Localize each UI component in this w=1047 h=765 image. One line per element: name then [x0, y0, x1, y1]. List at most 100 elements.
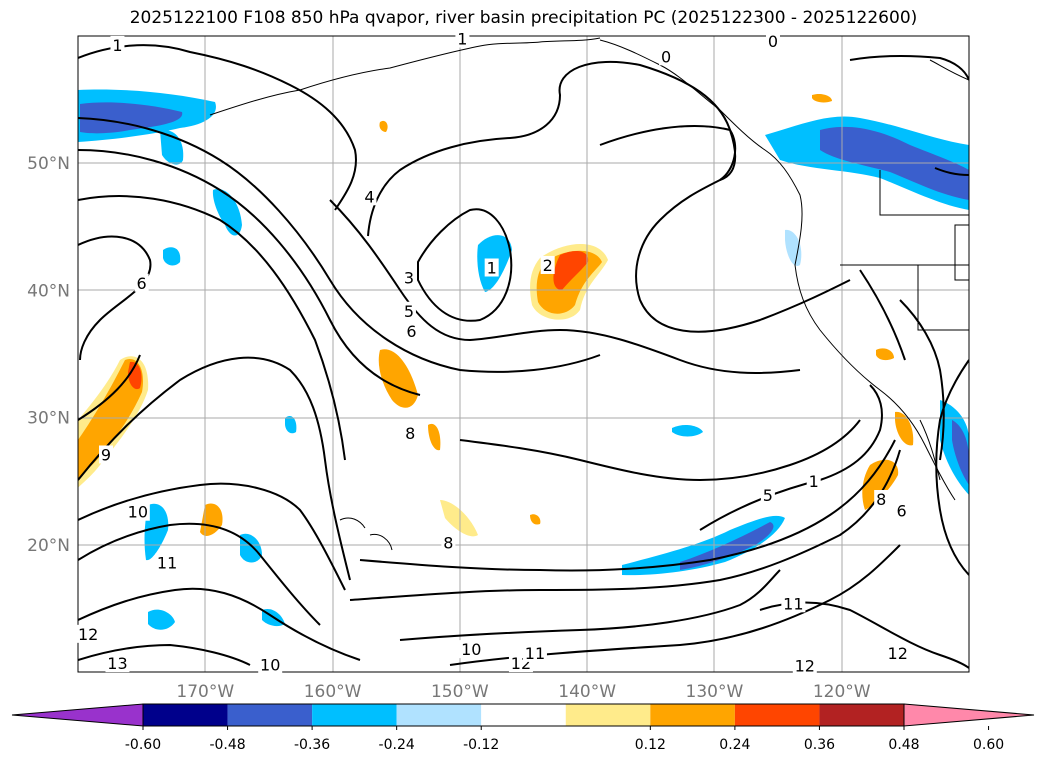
colorbar-tick-label: 0.12	[635, 737, 666, 753]
colorbar-swatch	[819, 704, 904, 726]
shade-region	[440, 500, 478, 537]
colorbar-extend-low	[11, 703, 144, 727]
colorbar-tick-label: 0.48	[888, 737, 919, 753]
shade-region	[78, 359, 144, 480]
colorbar-tick-label: 0.60	[973, 737, 1004, 753]
contour-label: 5	[404, 302, 414, 321]
contour-label-bg	[403, 423, 418, 442]
latitude-labels: 20°N 30°N 40°N 50°N	[27, 154, 70, 556]
contour-label: 11	[525, 644, 545, 663]
lon-tick-label: 120°W	[813, 682, 871, 702]
shade-region	[80, 102, 183, 134]
shade-region	[144, 503, 169, 561]
contour-label-bg	[760, 486, 775, 505]
contour-label: 6	[896, 501, 906, 520]
contour-label: 13	[107, 654, 127, 673]
shade-region	[212, 189, 242, 236]
contour-label: 6	[137, 274, 147, 293]
lon-tick-label: 130°W	[686, 682, 744, 702]
contour-label-bg	[459, 640, 484, 659]
colorbar-tick-label: -0.36	[294, 737, 330, 753]
contour-label: 10	[128, 503, 148, 522]
shade-region	[876, 348, 894, 361]
contour-label-bg	[441, 533, 456, 552]
contour-label-bg	[401, 301, 416, 320]
contour-label-bg	[806, 472, 821, 491]
contour-label: 12	[78, 625, 98, 644]
contour-label: 9	[101, 445, 111, 464]
contour-label-bg	[404, 322, 419, 341]
shade-region	[285, 415, 297, 434]
contour-label: 6	[406, 322, 416, 341]
shade-region	[785, 229, 802, 266]
shading-layer	[78, 89, 969, 630]
contour-label-bg	[155, 553, 180, 572]
map-title: 2025122100 F108 850 hPa qvapor, river ba…	[129, 8, 918, 28]
contour-label-bg	[792, 656, 817, 675]
shade-region	[530, 514, 541, 525]
lat-tick-label: 40°N	[27, 281, 70, 301]
contour-label: 2	[543, 256, 553, 275]
contour-label-bg	[401, 268, 416, 287]
colorbar-swatch	[396, 704, 482, 726]
shade-region	[862, 459, 899, 510]
contour-label: 1	[487, 259, 497, 278]
contour-label: 1	[112, 36, 122, 55]
contour-label-bg	[522, 643, 547, 662]
shade-region	[895, 411, 914, 446]
lon-tick-label: 150°W	[431, 682, 489, 702]
colorbar-tick-label: 0.36	[804, 737, 835, 753]
colorbar-swatch	[227, 704, 313, 726]
colorbar-tick-label: -0.60	[125, 737, 161, 753]
shade-region	[428, 423, 441, 451]
contour-label: 5	[763, 486, 773, 505]
shade-region	[148, 609, 175, 630]
contour-label: 12	[795, 657, 815, 676]
shade-region	[163, 247, 181, 266]
contour-label-bg	[765, 32, 780, 51]
shade-region	[378, 349, 418, 408]
contour-label-bg	[874, 490, 889, 509]
contour-label-bg	[540, 255, 555, 274]
contour-label-bg	[105, 654, 130, 673]
contour-label: 1	[809, 472, 819, 491]
contour-label: 3	[404, 269, 414, 288]
contour-label: 1	[457, 30, 467, 49]
colorbar-frame	[142, 703, 905, 727]
contour-label-bg	[258, 655, 283, 674]
contour-label-bg	[894, 501, 909, 520]
colorbar-tick-label: -0.24	[379, 737, 415, 753]
colorbar-swatch	[143, 704, 228, 726]
lat-tick-label: 30°N	[27, 409, 70, 429]
contour-label-bg	[125, 502, 150, 521]
colorbar-swatch	[312, 704, 397, 726]
shade-region	[379, 120, 388, 132]
contour-label: 12	[888, 644, 908, 663]
shade-region	[622, 515, 785, 576]
contour-label-bg	[134, 273, 149, 292]
contour-label-bg	[455, 29, 470, 48]
shade-region	[553, 250, 589, 290]
longitude-labels: 170°W 160°W 150°W 140°W 130°W 120°W	[176, 682, 870, 702]
colorbar-tick-label: 0.24	[719, 737, 750, 753]
shade-region	[680, 522, 774, 570]
contour-label: 8	[876, 490, 886, 509]
contour-label-bg	[99, 445, 114, 464]
shade-region	[128, 361, 142, 390]
contour-label: 11	[783, 594, 803, 613]
contour-label-bg	[362, 187, 377, 206]
contour-label-bg	[484, 258, 499, 277]
contour-label-bg	[76, 624, 101, 643]
colorbar-swatch	[650, 704, 735, 726]
lat-tick-label: 20°N	[27, 536, 70, 556]
lon-tick-label: 170°W	[176, 682, 234, 702]
contour-label: 0	[768, 32, 778, 51]
colorbar-extend-high	[903, 703, 1035, 727]
colorbar-tick-label: -0.12	[463, 737, 499, 753]
contour-label: 4	[364, 187, 374, 206]
contour-label-bg	[659, 47, 674, 66]
contour-label-bg	[110, 35, 125, 54]
lon-tick-label: 140°W	[558, 682, 616, 702]
shade-region	[672, 425, 703, 437]
